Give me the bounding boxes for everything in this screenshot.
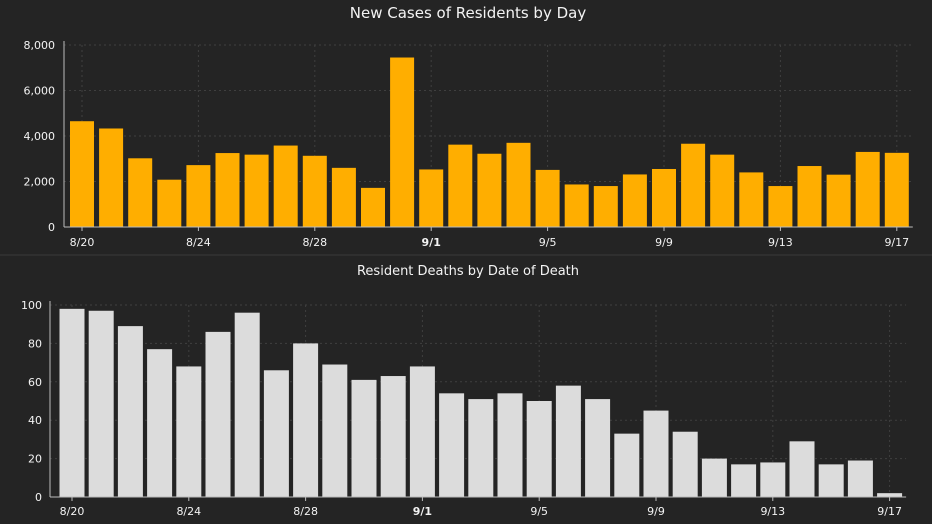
bar-9/7 (593, 186, 618, 227)
bar-9/5 (526, 401, 552, 497)
chart-title: New Cases of Residents by Day (350, 4, 587, 22)
bar-series (70, 57, 909, 228)
x-tick-label: 9/5 (530, 505, 548, 518)
x-tick-label: 9/13 (768, 236, 793, 249)
bar-9/15 (826, 174, 851, 227)
y-axis: 0 2,000 4,000 6,000 8,000 (24, 39, 65, 234)
x-tick-label: 9/9 (647, 505, 665, 518)
y-tick-label: 40 (28, 414, 42, 427)
bar-8/20 (59, 308, 85, 497)
y-tick-label: 60 (28, 376, 42, 389)
y-tick-label: 2,000 (24, 176, 56, 189)
bar-8/31 (380, 376, 406, 497)
y-tick-label: 20 (28, 453, 42, 466)
bar-8/23 (147, 349, 173, 497)
bar-8/28 (293, 343, 319, 497)
bar-8/25 (205, 331, 231, 497)
bar-9/4 (497, 393, 523, 497)
bar-9/1 (419, 169, 444, 227)
chart-title: Resident Deaths by Date of Death (357, 264, 579, 279)
bar-9/13 (768, 186, 793, 227)
x-tick-label: 9/5 (539, 236, 557, 249)
bar-8/22 (117, 326, 143, 497)
y-tick-label: 100 (21, 299, 42, 312)
bar-9/12 (731, 464, 757, 497)
bar-8/30 (361, 187, 385, 227)
x-tick-label: 9/13 (760, 505, 785, 518)
bar-8/24 (186, 165, 211, 227)
bar-9/16 (847, 460, 873, 497)
bar-9/14 (789, 441, 815, 497)
bar-9/9 (652, 168, 676, 227)
resident-deaths-chart: Resident Deaths by Date of Death 0 20 40 60… (21, 264, 907, 518)
bar-8/26 (244, 154, 269, 227)
bar-9/6 (564, 184, 589, 227)
x-tick-label: 8/20 (60, 505, 85, 518)
x-axis: 8/20 8/24 8/28 9/1 9/5 9/9 9/13 9/17 (50, 496, 907, 518)
x-tick-label: 9/17 (877, 505, 902, 518)
bar-8/21 (88, 310, 114, 497)
y-tick-label: 0 (35, 491, 42, 504)
bar-9/2 (448, 144, 473, 227)
x-tick-label: 9/17 (884, 236, 909, 249)
new-cases-chart: New Cases of Residents by Day 0 2,000 4,00… (24, 4, 913, 249)
y-axis: 0 20 40 60 80 100 (21, 299, 51, 504)
bar-8/22 (128, 158, 153, 227)
bar-8/27 (273, 145, 298, 227)
bar-9/1 (409, 366, 435, 497)
bar-9/14 (797, 166, 822, 227)
y-tick-label: 8,000 (24, 39, 56, 52)
x-tick-label: 8/24 (176, 505, 201, 518)
bar-9/12 (739, 172, 764, 227)
bar-9/17 (884, 152, 909, 227)
x-tick-label: 9/1 (422, 236, 441, 249)
bar-8/28 (302, 155, 327, 227)
bar-8/23 (157, 179, 182, 227)
bar-9/16 (855, 151, 880, 227)
bar-9/13 (760, 462, 786, 497)
y-tick-label: 0 (48, 221, 55, 234)
bar-8/30 (351, 379, 377, 497)
bar-9/11 (701, 458, 727, 497)
x-tick-label: 8/20 (70, 236, 95, 249)
bar-series (59, 308, 903, 497)
x-tick-label: 9/9 (655, 236, 673, 249)
x-tick-label: 8/28 (293, 505, 318, 518)
bar-9/8 (614, 433, 640, 497)
x-axis: 8/20 8/24 8/28 9/1 9/5 9/9 9/13 9/17 (64, 226, 913, 249)
bar-9/3 (477, 153, 502, 227)
bar-9/3 (468, 399, 494, 497)
x-tick-label: 9/1 (413, 505, 432, 518)
bar-9/11 (710, 154, 735, 227)
bar-9/2 (439, 393, 465, 497)
y-tick-label: 80 (28, 337, 42, 350)
bar-9/6 (555, 385, 581, 497)
bar-8/27 (263, 370, 289, 497)
bar-9/17 (877, 493, 903, 497)
bar-9/5 (535, 169, 560, 227)
bar-8/24 (176, 366, 202, 497)
x-tick-label: 8/28 (302, 236, 327, 249)
y-tick-label: 6,000 (24, 85, 56, 98)
bar-9/8 (622, 174, 647, 227)
bar-8/25 (215, 153, 240, 227)
bar-9/9 (643, 410, 669, 497)
bar-9/7 (585, 399, 611, 497)
bar-8/29 (331, 167, 356, 227)
bar-9/15 (818, 464, 844, 497)
bar-9/10 (681, 143, 706, 227)
x-tick-label: 8/24 (186, 236, 211, 249)
bar-8/20 (70, 121, 94, 227)
bar-9/10 (672, 431, 698, 497)
bar-8/29 (322, 364, 348, 497)
bar-8/21 (99, 128, 124, 227)
bar-8/31 (390, 57, 415, 228)
bar-8/26 (234, 312, 260, 497)
y-tick-label: 4,000 (24, 130, 56, 143)
bar-9/4 (506, 142, 531, 227)
